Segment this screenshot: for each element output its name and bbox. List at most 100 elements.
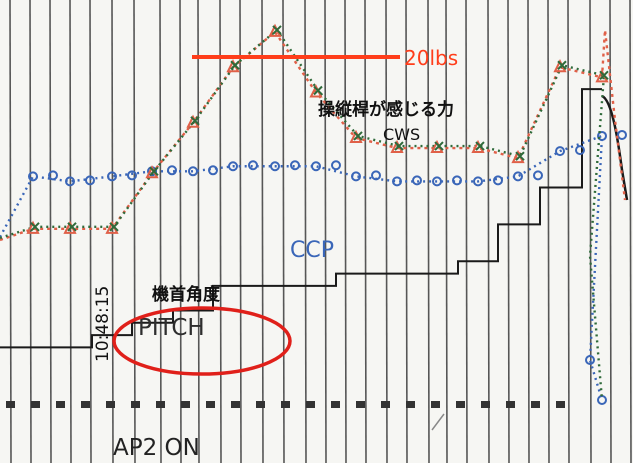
pitch-tail	[601, 94, 629, 201]
ap2-dash	[281, 401, 290, 408]
ccp-point	[85, 175, 95, 186]
vertical-grid	[9, 0, 632, 463]
grid-line	[589, 0, 592, 463]
ccp-point	[597, 395, 607, 405]
ap2-dash	[131, 401, 140, 408]
grid-line	[527, 0, 530, 463]
cws-label-en: CWS	[383, 125, 420, 144]
force-reference-label: 20lbs	[404, 46, 458, 70]
ccp-point	[107, 171, 117, 182]
ap2-dash	[231, 401, 240, 408]
ccp-point	[331, 160, 341, 171]
cws-point-x	[30, 222, 40, 232]
ccp-point	[555, 146, 565, 157]
ap2-dash	[356, 401, 365, 408]
ap2-dash	[481, 401, 490, 408]
ccp-point	[371, 170, 381, 181]
grid-line	[9, 0, 12, 463]
grid-line	[465, 0, 468, 463]
ccp-point	[597, 130, 607, 141]
ap2-on-label: AP2 ON	[113, 435, 200, 461]
cws-point-x	[272, 25, 282, 35]
grid-line	[89, 0, 92, 463]
cws-point-x	[109, 222, 119, 232]
cws-point-x	[515, 151, 525, 161]
grid-line	[29, 0, 32, 463]
grid-line	[239, 0, 242, 463]
pitch-label-en: PITCH	[138, 315, 205, 341]
grid-line	[219, 0, 222, 463]
ccp-point	[575, 145, 585, 156]
ap2-dash	[456, 401, 465, 408]
ccp-point	[452, 175, 462, 186]
pen-mark	[431, 413, 445, 431]
cws-series	[0, 23, 627, 401]
cws-line-green	[0, 28, 606, 401]
ccp-point	[351, 171, 361, 182]
grid-line	[427, 0, 430, 463]
ap2-dash	[56, 401, 65, 408]
grid-line	[629, 0, 632, 463]
grid-line	[304, 0, 307, 463]
grid-line	[179, 0, 182, 463]
ap2-dash	[431, 401, 440, 408]
ccp-point	[617, 129, 627, 140]
ccp-point	[248, 160, 258, 171]
ccp-point	[48, 170, 58, 181]
cws-point-x	[599, 70, 609, 81]
ccp-point	[412, 175, 422, 186]
ccp-point	[585, 355, 595, 365]
cws-point-x	[149, 166, 159, 177]
grid-line	[609, 0, 612, 463]
pitch-line	[0, 88, 602, 349]
ccp-point	[167, 165, 177, 176]
ccp-point	[65, 176, 75, 187]
pitch-label-jp: 機首角度	[152, 284, 221, 305]
pitch-highlight-ellipse	[112, 306, 292, 376]
ccp-point	[533, 170, 543, 181]
grid-line	[324, 0, 327, 463]
cws-point-x	[434, 141, 444, 151]
ccp-line	[0, 134, 604, 401]
grid-line	[487, 0, 490, 463]
ccp-point	[228, 161, 238, 172]
ccp-point	[208, 165, 218, 176]
ap2-dash	[106, 401, 115, 408]
grid-line	[197, 0, 200, 463]
ap2-dash	[181, 401, 190, 408]
cws-point-x	[394, 141, 404, 151]
ccp-point	[127, 170, 137, 181]
ap2-dash	[256, 401, 265, 408]
grid-line	[159, 0, 162, 463]
cws-point-x	[190, 116, 200, 126]
grid-line	[49, 0, 52, 463]
grid-line	[385, 0, 388, 463]
ap2-dash	[31, 401, 40, 408]
cws-point-x	[313, 85, 323, 96]
ap2-dash	[381, 401, 390, 408]
ccp-point	[432, 176, 442, 187]
grid-line	[133, 0, 136, 463]
ccp-point	[188, 166, 198, 177]
grid-line	[111, 0, 114, 463]
ccp-series	[0, 129, 627, 405]
grid-line	[405, 0, 408, 463]
ccp-point	[28, 171, 38, 182]
cws-point-x	[475, 141, 485, 151]
pitch-series	[0, 88, 629, 349]
grid-line	[261, 0, 264, 463]
cws-point-x	[67, 222, 77, 232]
ap2-dash	[81, 401, 90, 408]
ap2-dash	[306, 401, 315, 408]
cws-point-x	[557, 60, 567, 70]
cws-label-jp: 操縦桿が感じる力	[318, 99, 454, 120]
grid-line	[364, 0, 367, 463]
grid-line	[567, 0, 570, 463]
ccp-point	[311, 161, 321, 172]
ap2-dash	[156, 401, 165, 408]
ccp-point	[290, 160, 300, 171]
grid-line	[344, 0, 347, 463]
ccp-label: CCP	[290, 238, 334, 263]
